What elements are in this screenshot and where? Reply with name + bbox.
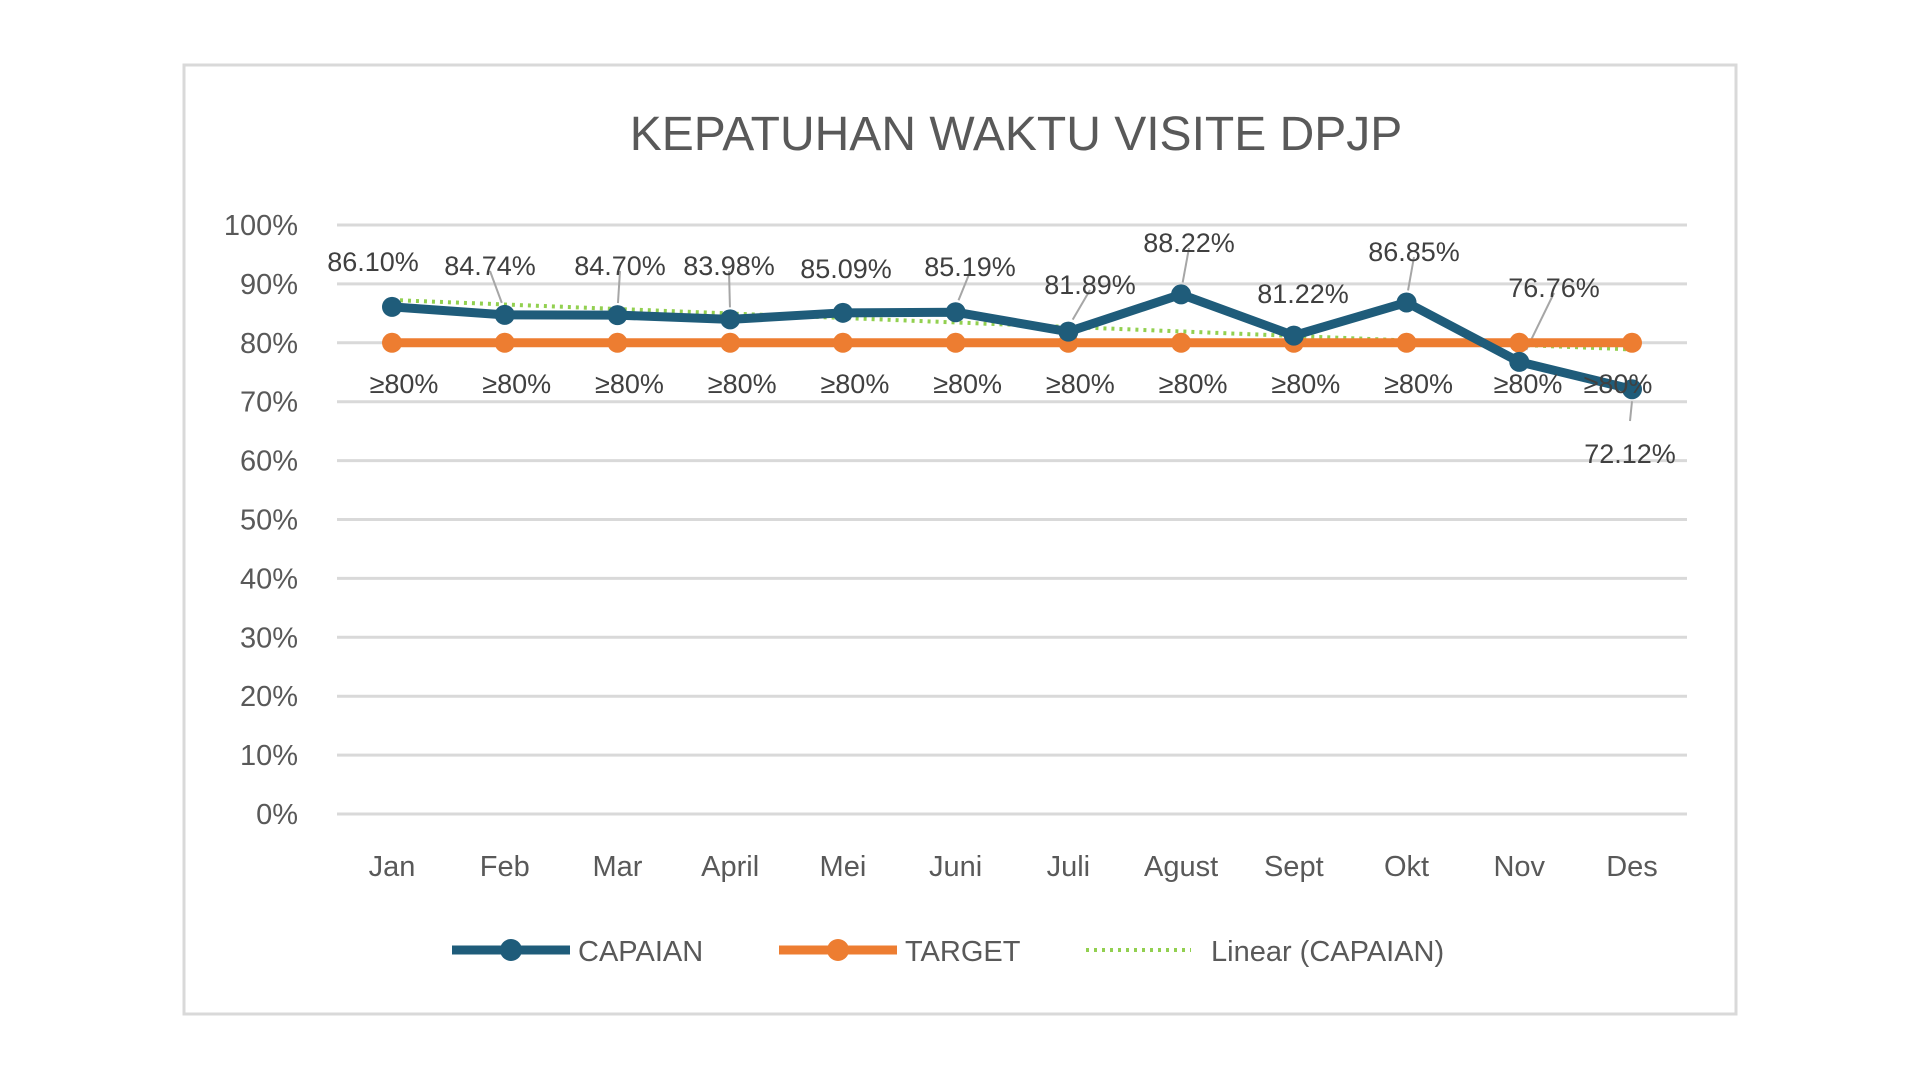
data-label-capaian: 81.89% xyxy=(1044,270,1136,300)
y-tick-label: 60% xyxy=(240,446,298,478)
y-tick-label: 90% xyxy=(240,269,298,301)
data-point-capaian xyxy=(1283,325,1304,346)
data-label-target: ≥80% xyxy=(1494,369,1563,399)
data-point-target xyxy=(1509,332,1530,353)
data-point-capaian xyxy=(1622,379,1642,400)
data-label-capaian: 83.98% xyxy=(683,251,775,281)
data-label-capaian: 85.09% xyxy=(800,254,892,284)
leader-line xyxy=(1629,401,1633,422)
data-point-capaian xyxy=(1171,284,1192,305)
data-point-target xyxy=(1171,332,1192,353)
data-label-capaian: 81.22% xyxy=(1257,279,1349,309)
y-tick-label: 80% xyxy=(240,328,298,360)
data-point-capaian xyxy=(832,302,853,323)
data-point-capaian xyxy=(945,302,966,323)
legend-label: Linear (CAPAIAN) xyxy=(1211,936,1444,968)
data-label-target: ≥80% xyxy=(482,369,551,399)
data-label-target: ≥80% xyxy=(708,369,777,399)
data-label-capaian: 72.12% xyxy=(1584,439,1676,469)
x-tick-label: Mei xyxy=(820,851,867,883)
data-label-target: ≥80% xyxy=(1384,369,1453,399)
y-tick-label: 50% xyxy=(240,505,298,537)
x-tick-label: April xyxy=(701,851,759,883)
data-point-target xyxy=(607,332,628,353)
leader-line xyxy=(616,270,621,304)
data-point-target xyxy=(945,332,966,353)
legend-marker-capaian xyxy=(500,939,522,961)
data-point-capaian xyxy=(607,305,628,326)
leader-line xyxy=(1181,247,1190,283)
data-label-target: ≥80% xyxy=(1046,369,1115,399)
chart-title: KEPATUHAN WAKTU VISITE DPJP xyxy=(630,108,1403,161)
x-tick-label: Okt xyxy=(1384,851,1429,883)
data-point-capaian xyxy=(382,296,402,317)
data-point-capaian xyxy=(1396,292,1417,313)
data-point-target xyxy=(1396,332,1417,353)
y-tick-label: 70% xyxy=(240,387,298,419)
data-point-capaian xyxy=(1058,321,1079,342)
data-point-capaian xyxy=(720,309,741,330)
data-label-capaian: 86.10% xyxy=(327,247,419,277)
leader-line xyxy=(957,271,971,301)
x-tick-label: Agust xyxy=(1144,851,1218,883)
y-tick-label: 100% xyxy=(224,210,298,242)
data-label-target: ≥80% xyxy=(595,369,664,399)
x-tick-label: Feb xyxy=(480,851,530,883)
data-label-capaian: 76.76% xyxy=(1508,273,1600,303)
leader-line xyxy=(1071,289,1091,321)
x-tick-label: Nov xyxy=(1493,851,1545,883)
data-point-target xyxy=(720,332,741,353)
data-label-capaian: 88.22% xyxy=(1143,228,1235,258)
chart-border xyxy=(182,63,1738,1016)
data-label-target: ≥80% xyxy=(820,369,889,399)
data-point-target xyxy=(832,332,853,353)
y-tick-label: 30% xyxy=(240,622,298,654)
data-label-capaian: 84.74% xyxy=(444,251,536,281)
data-label-target: ≥80% xyxy=(1271,369,1340,399)
leader-line xyxy=(1407,256,1415,291)
data-point-capaian xyxy=(494,304,515,325)
x-tick-label: Mar xyxy=(592,851,642,883)
leader-line xyxy=(489,270,503,304)
x-tick-label: Jan xyxy=(369,851,416,883)
data-label-target: ≥80% xyxy=(1159,369,1228,399)
data-label-target: ≥80% xyxy=(933,369,1002,399)
legend-label: TARGET xyxy=(905,936,1021,968)
data-point-target xyxy=(382,332,402,353)
data-point-target xyxy=(1622,332,1642,353)
y-tick-label: 0% xyxy=(256,799,298,831)
data-label-target: ≥80% xyxy=(370,369,439,399)
x-tick-label: Sept xyxy=(1264,851,1324,883)
data-label-target: ≥80% xyxy=(1584,369,1653,399)
data-label-capaian: 85.19% xyxy=(924,252,1016,282)
leader-line xyxy=(728,270,731,308)
data-label-capaian: 84.70% xyxy=(574,251,666,281)
data-point-target xyxy=(494,332,515,353)
series-line-capaian xyxy=(391,289,1634,394)
data-label-capaian: 86.85% xyxy=(1368,237,1460,267)
x-tick-label: Juni xyxy=(929,851,982,883)
legend-label: CAPAIAN xyxy=(578,936,703,968)
x-tick-label: Des xyxy=(1606,851,1658,883)
legend-marker-target xyxy=(827,939,849,961)
data-point-capaian xyxy=(1509,351,1530,372)
y-tick-label: 10% xyxy=(240,740,298,772)
y-tick-label: 20% xyxy=(240,681,298,713)
y-tick-label: 40% xyxy=(240,563,298,595)
x-tick-label: Juli xyxy=(1047,851,1091,883)
